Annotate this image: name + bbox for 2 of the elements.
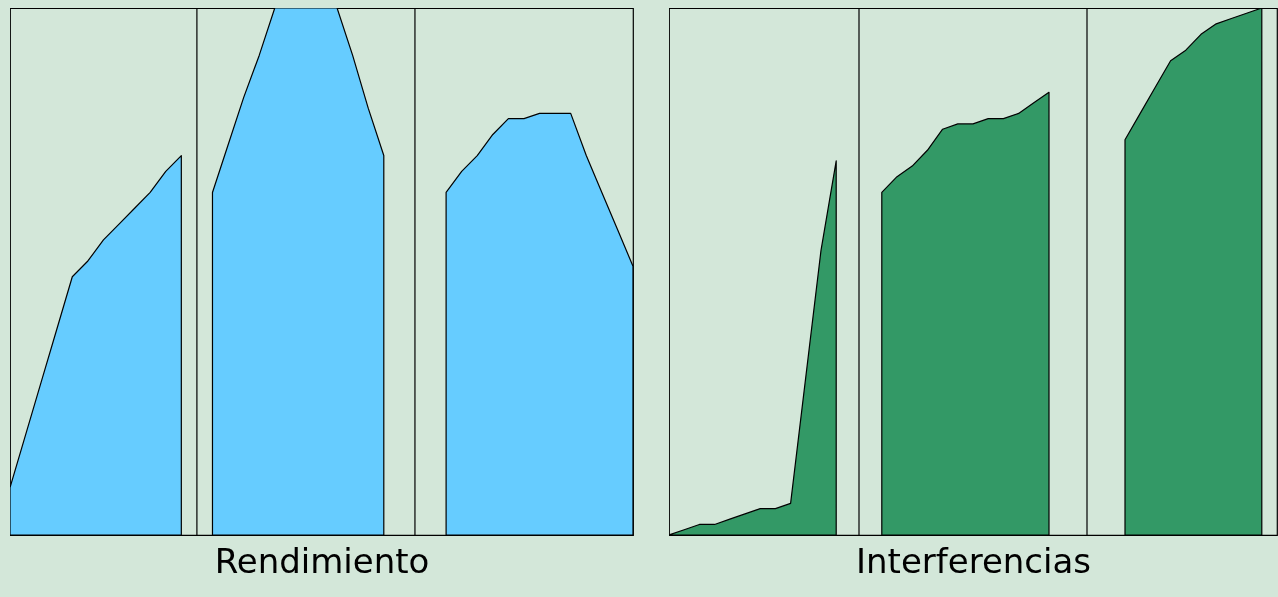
x-axis-title: Interferencias	[855, 540, 1092, 581]
x-axis-title: Rendimiento	[214, 540, 430, 581]
